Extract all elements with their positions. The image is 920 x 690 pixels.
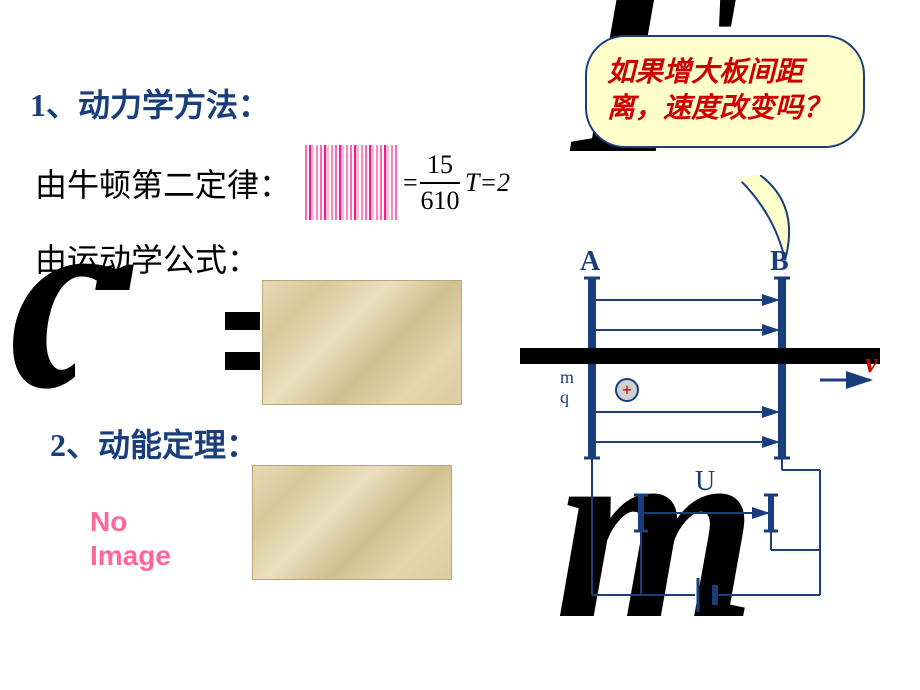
axis-bar (520, 348, 880, 364)
label-v: v (865, 348, 878, 379)
eq-denominator: 610 (420, 186, 460, 216)
heading-dynamics: 1、动力学方法： (30, 80, 270, 126)
parchment-1 (262, 280, 462, 405)
white-cover (75, 290, 230, 400)
eq-numerator: 15 (420, 150, 460, 180)
equation-fraction: 15 610 (420, 150, 460, 216)
no-image-label: No Image (90, 505, 171, 572)
callout-bubble: 如果增大板间距离，速度改变吗？ (585, 35, 865, 148)
eq-equals: = (403, 168, 418, 198)
equation-tail: T=2 (465, 168, 510, 198)
plate-a (588, 278, 596, 458)
black-bar-1 (225, 312, 260, 330)
text-newton-law: 由牛顿第二定律： (35, 160, 291, 206)
label-a: A (580, 250, 601, 277)
label-m: m (560, 367, 574, 387)
heading-kinetic-energy: 2、动能定理： (50, 420, 258, 466)
particle-plus: + (622, 380, 632, 400)
text-kinematics: 由运动学公式： (35, 235, 259, 281)
label-q: q (560, 387, 569, 407)
label-b: B (770, 250, 789, 277)
black-bar-2 (225, 352, 260, 370)
parchment-2 (252, 465, 452, 580)
u-plate-left (638, 495, 644, 531)
circuit-diagram: A B + m q v U (520, 250, 920, 650)
plate-b (778, 278, 786, 458)
label-u: U (695, 466, 715, 497)
stripes-box (303, 145, 398, 220)
u-plate-right (768, 495, 774, 531)
callout-text: 如果增大板间距离，速度改变吗？ (607, 57, 831, 124)
eq-bar (420, 182, 460, 184)
